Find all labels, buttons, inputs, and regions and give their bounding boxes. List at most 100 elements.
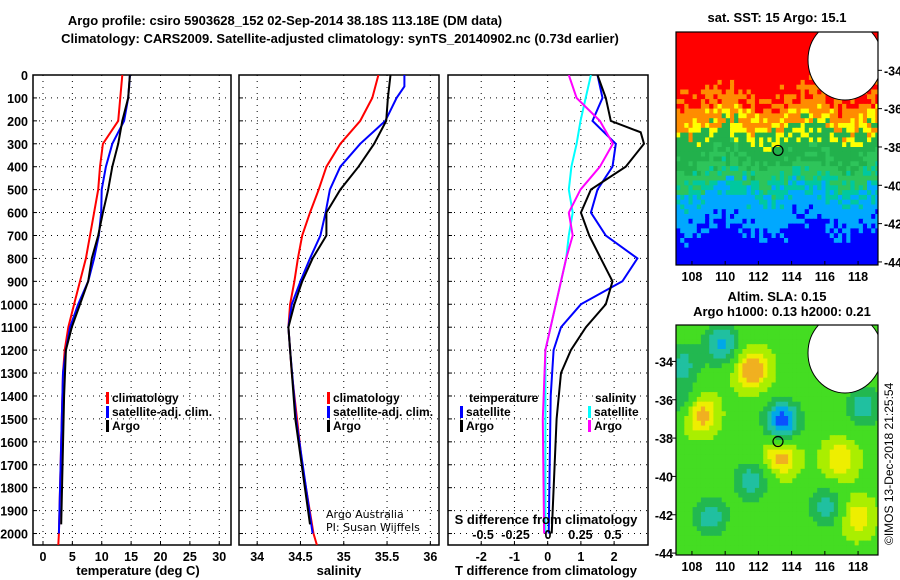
- map-cell: [688, 454, 694, 460]
- map-cell: [800, 218, 806, 225]
- map-cell: [750, 190, 756, 196]
- map-cell: [813, 137, 818, 143]
- map-cell: [730, 411, 735, 417]
- map-cell: [746, 94, 752, 100]
- map-cell: [784, 247, 789, 253]
- map-cell: [725, 147, 731, 153]
- map-cell: [688, 257, 694, 263]
- map-cell: [821, 521, 827, 527]
- map-cell: [813, 185, 818, 191]
- map-cell: [688, 170, 694, 177]
- map-cell: [717, 209, 723, 215]
- map-cell: [725, 166, 731, 172]
- map-cell: [742, 242, 748, 249]
- map-cell: [713, 382, 719, 388]
- map-cell: [771, 161, 777, 167]
- map-cell: [746, 132, 752, 138]
- map-cell: [833, 261, 839, 265]
- x-tick-label: 15: [124, 550, 138, 564]
- map-cell: [734, 113, 739, 119]
- map-cell: [721, 363, 727, 369]
- map-cell: [796, 32, 802, 38]
- map-cell: [688, 137, 694, 143]
- map-cell: [754, 118, 760, 124]
- map-cell: [775, 170, 781, 177]
- map-cell: [721, 108, 727, 114]
- map-cell: [734, 89, 739, 95]
- map-cell: [738, 267, 743, 272]
- map-cell: [775, 180, 781, 186]
- map-cell: [792, 425, 798, 431]
- map-cell: [717, 36, 723, 43]
- map-cell: [788, 540, 793, 546]
- map-cell: [742, 411, 748, 417]
- map-cell: [725, 502, 731, 508]
- map-cell: [796, 151, 802, 158]
- map-cell: [750, 435, 756, 441]
- map-cell: [750, 233, 756, 239]
- map-cell: [721, 147, 727, 153]
- map-cell: [829, 257, 835, 263]
- map-cell: [709, 84, 714, 91]
- map-cell: [775, 108, 781, 114]
- map-cell: [875, 511, 878, 518]
- map-cell: [759, 511, 764, 518]
- map-cell: [688, 464, 694, 470]
- map-cell: [754, 84, 760, 91]
- map-cell: [767, 511, 773, 518]
- map-cell: [696, 180, 702, 186]
- map-cell: [808, 252, 814, 258]
- map-cell: [721, 247, 727, 253]
- map-cell: [779, 396, 785, 403]
- map-cell: [875, 123, 878, 129]
- map-cell: [688, 123, 694, 129]
- map-cell: [829, 535, 835, 542]
- map-cell: [771, 204, 777, 210]
- map-cell: [850, 497, 856, 503]
- map-cell: [817, 194, 822, 201]
- map-cell: [775, 132, 781, 138]
- map-cell: [788, 223, 793, 229]
- map-cell: [788, 387, 793, 393]
- map-cell: [808, 531, 814, 537]
- map-cell: [767, 99, 773, 105]
- map-cell: [763, 516, 768, 523]
- map-cell: [684, 190, 690, 196]
- map-cell: [742, 147, 748, 153]
- map-cell: [804, 440, 810, 446]
- map-cell: [813, 487, 818, 494]
- map-cell: [676, 156, 681, 162]
- map-cell: [829, 175, 835, 182]
- map-cell: [750, 444, 756, 451]
- map-cell: [838, 444, 843, 451]
- map-cell: [775, 497, 781, 503]
- map-cell: [742, 444, 748, 451]
- map-cell: [692, 190, 698, 196]
- map-cell: [800, 75, 806, 81]
- map-cell: [684, 113, 690, 119]
- map-cell: [800, 377, 806, 384]
- map-cell: [713, 507, 719, 513]
- map-cell: [800, 180, 806, 186]
- map-cell: [800, 257, 806, 263]
- map-cell: [779, 473, 785, 479]
- map-cell: [788, 79, 793, 86]
- map-cell: [676, 487, 681, 494]
- map-cell: [713, 478, 719, 484]
- map-cell: [692, 247, 698, 253]
- map-cell: [709, 454, 714, 460]
- map-cell: [688, 161, 694, 167]
- map-cell: [738, 166, 744, 172]
- map-cell: [788, 521, 793, 527]
- map-cell: [680, 420, 685, 427]
- map-cell: [775, 483, 781, 489]
- map-cell: [813, 142, 818, 148]
- map-cell: [696, 511, 702, 518]
- map-cell: [763, 454, 768, 460]
- map-cell: [709, 228, 714, 234]
- map-cell: [775, 228, 781, 234]
- map-cell: [705, 425, 710, 431]
- map-cell: [742, 540, 748, 546]
- map-cell: [796, 185, 802, 191]
- legend-temperature-0: climatology: [112, 391, 179, 405]
